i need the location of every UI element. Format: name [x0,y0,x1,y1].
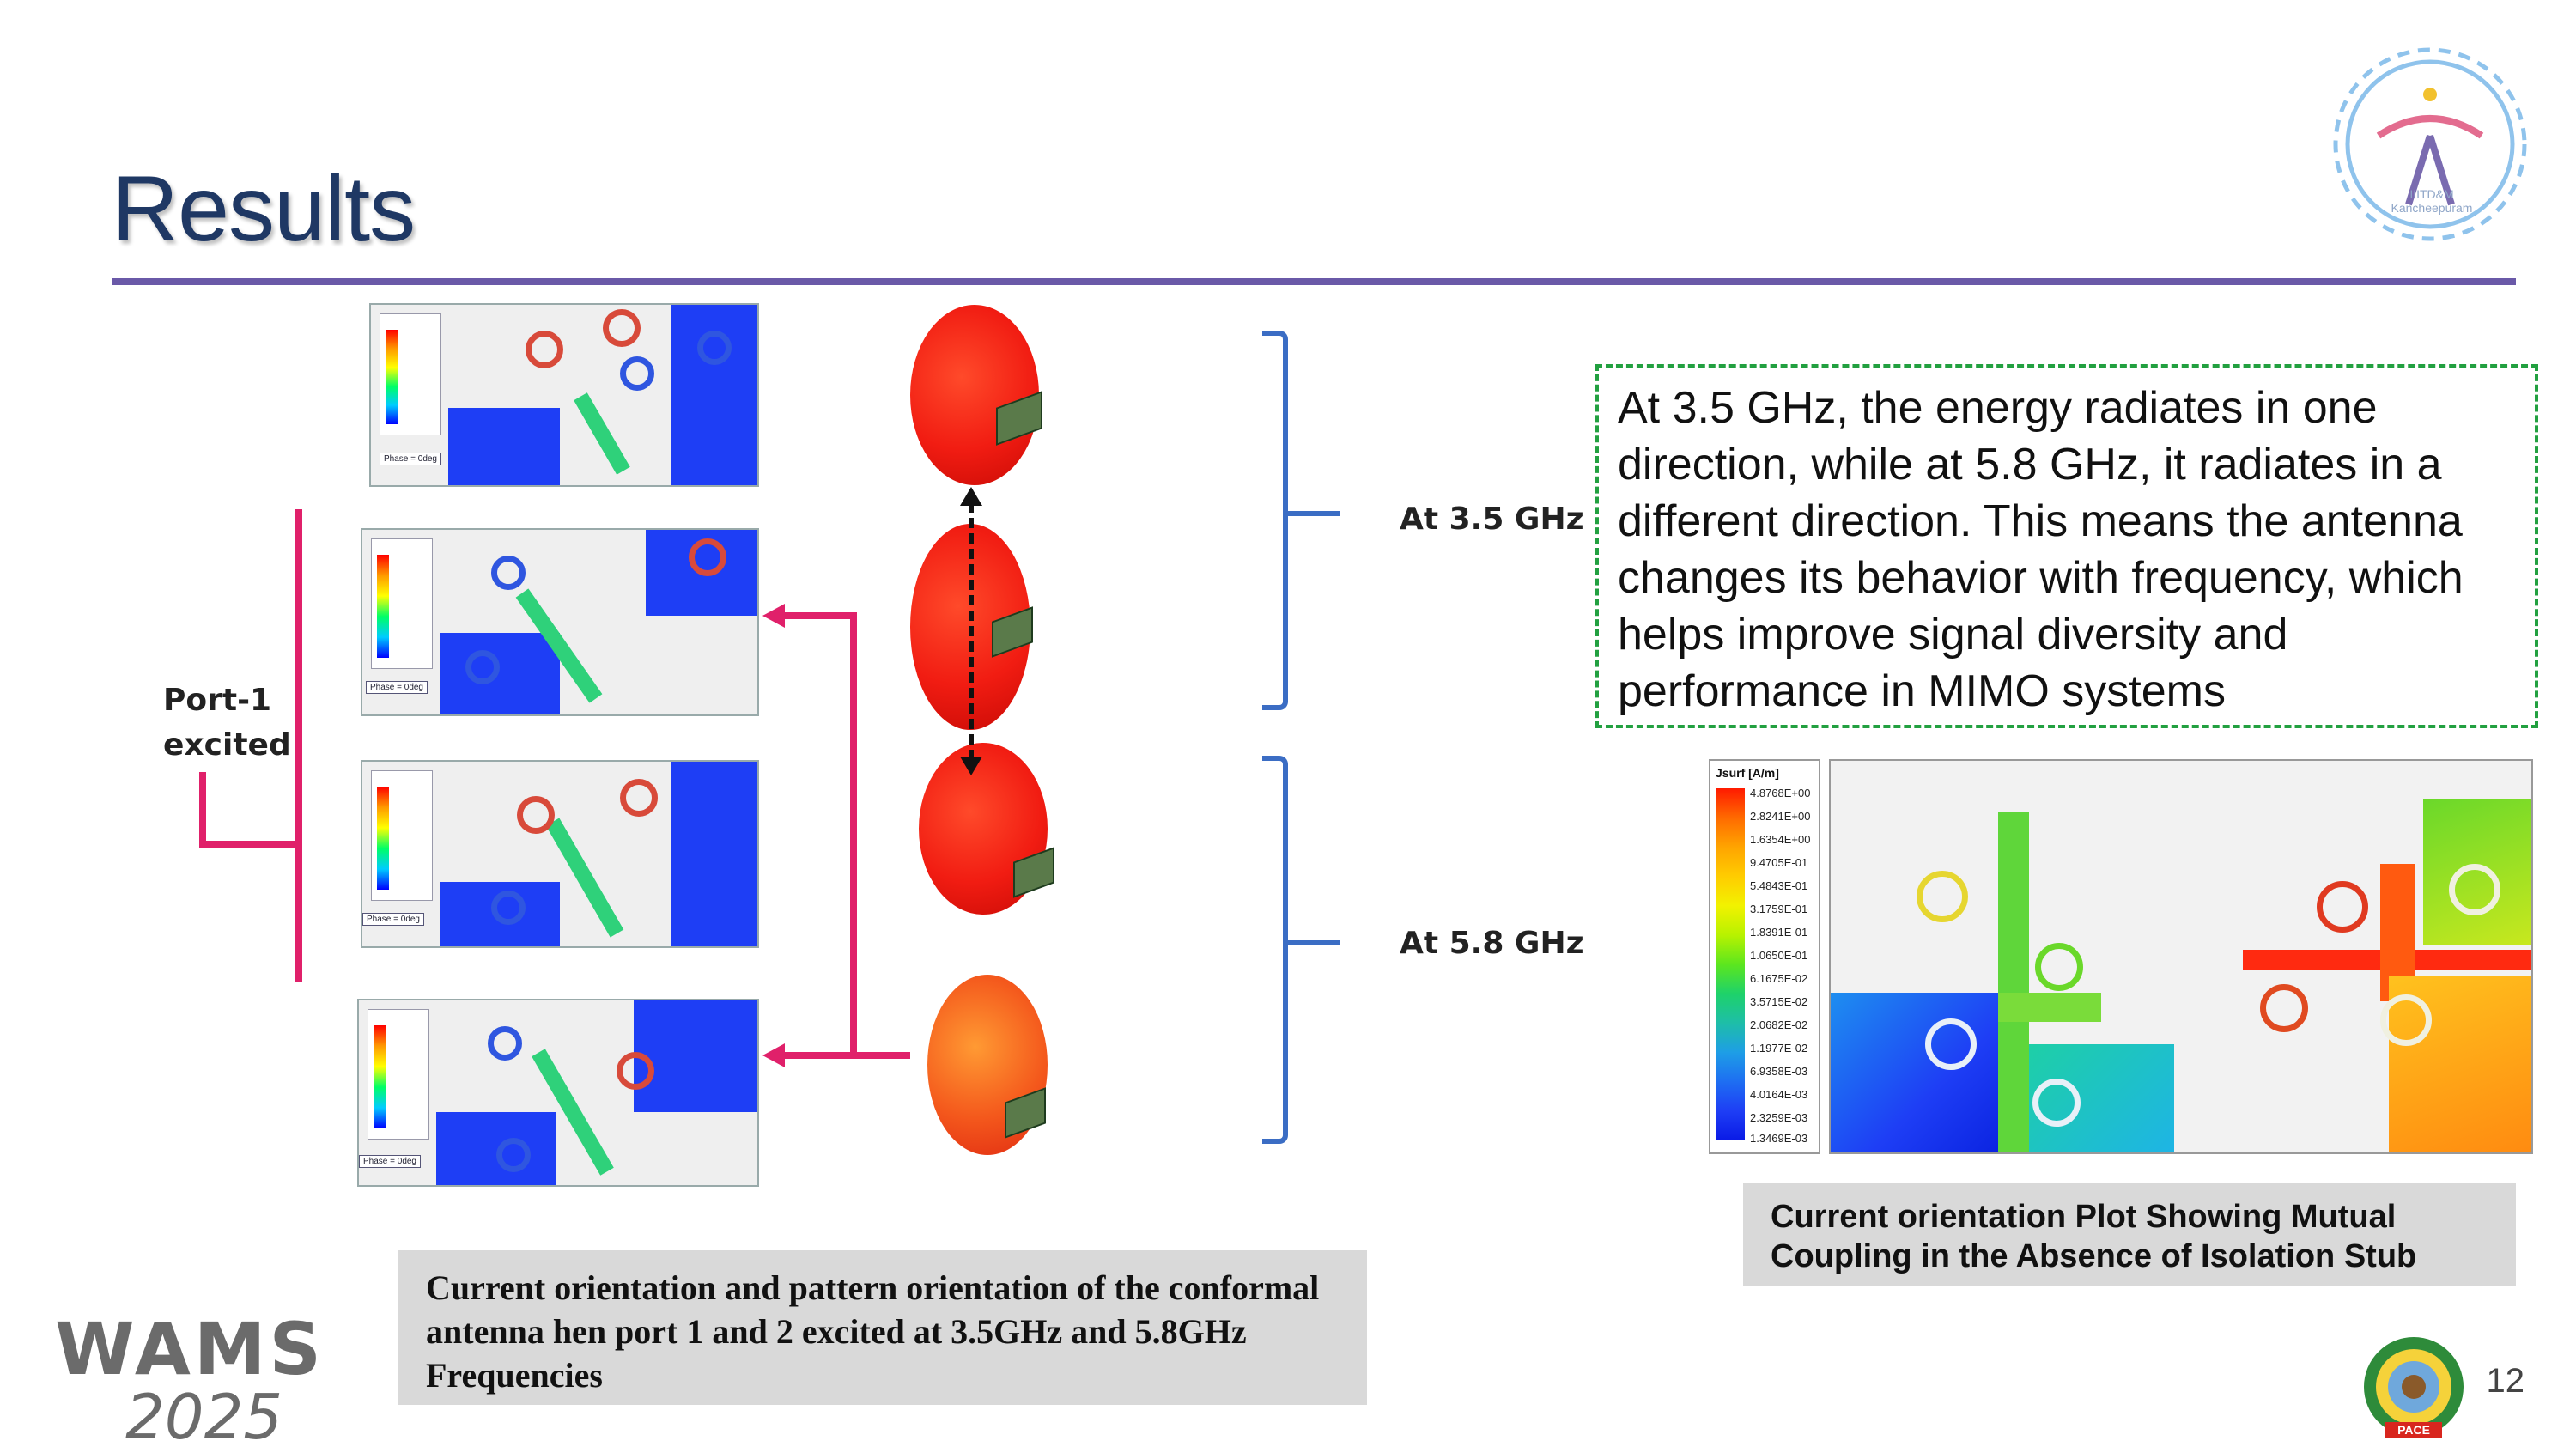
phase-label: Phase = 0deg [380,453,441,465]
legend-value: 3.5715E-02 [1750,995,1808,1008]
bracket-3-5ghz-tick [1288,511,1340,516]
legend-value: 6.1675E-02 [1750,972,1808,985]
institute-logo-text: IIITD&M Kancheepuram [2391,187,2473,215]
legend-title: Jsurf [A/m] [1716,766,1779,780]
institute-logo: IIITD&M Kancheepuram [2327,41,2533,247]
legend-value: 1.6354E+00 [1750,833,1811,846]
bracket-3-5ghz [1262,331,1288,710]
freq-label-5-8ghz: At 5.8 GHz [1400,926,1584,961]
radiation-pattern-1 [910,305,1039,485]
legend-value: 4.8768E+00 [1750,787,1811,799]
legend-value: 5.4843E-01 [1750,879,1808,892]
current-distribution-plot [1829,759,2533,1154]
page-number: 12 [2486,1362,2525,1400]
arrow-up-icon [960,487,982,506]
legend-colorbar [1716,788,1745,1140]
right-figure-caption: Current orientation Plot Showing Mutual … [1743,1183,2516,1286]
left-figure-caption: Current orientation and pattern orientat… [398,1250,1367,1405]
radiation-pattern-area [910,296,1340,1232]
legend-value: 1.3469E-03 [1750,1132,1808,1145]
gear-logo-icon [2333,47,2527,241]
current-field-plot-1: Phase = 0deg [369,303,759,487]
legend-value: 2.3259E-03 [1750,1111,1808,1124]
arrow-connector-bottom [781,1052,857,1059]
current-field-plot-2: Phase = 0deg [361,528,759,716]
arrow-connector-foot [850,1052,919,1059]
legend-value: 2.0682E-02 [1750,1018,1808,1031]
right-figure: Jsurf [A/m] 4.8768E+00 2.8241E+00 1.6354… [1709,759,2533,1154]
arrow-head-icon [762,604,785,628]
note-text: At 3.5 GHz, the energy radiates in one d… [1618,383,2464,716]
bracket-5-8ghz-tick [1288,940,1340,945]
seal-icon [2364,1337,2464,1438]
arrow-down-icon [960,757,982,775]
conference-logo: WAMS [55,1307,325,1391]
port-bracket-tick-h [199,841,302,848]
title-divider [112,278,2516,285]
phase-label: Phase = 0deg [362,913,424,926]
dashed-axis [969,502,974,760]
phase-label: Phase = 0deg [359,1155,421,1168]
arrow-connector-top [781,612,857,619]
current-field-plot-4: Phase = 0deg [357,999,759,1187]
note-box [1595,364,2538,728]
arrow-head-icon [762,1043,785,1067]
legend-value: 3.1759E-01 [1750,903,1808,915]
port-bracket-tick [199,772,206,848]
jsurf-legend: Jsurf [A/m] 4.8768E+00 2.8241E+00 1.6354… [1709,759,1820,1154]
arrow-connector [850,612,857,1059]
legend-value: 1.1977E-02 [1750,1042,1808,1055]
port-bracket [295,509,302,982]
port-label: Port-1 excited [163,683,291,763]
left-figure: Port-1 excited Phase = 0deg Phase = 0deg… [155,296,1357,1232]
legend-value: 9.4705E-01 [1750,856,1808,869]
legend-value: 1.0650E-01 [1750,949,1808,962]
freq-label-3-5ghz: At 3.5 GHz [1400,502,1584,537]
legend-value: 1.8391E-01 [1750,926,1808,939]
legend-value: 4.0164E-03 [1750,1088,1808,1101]
current-field-plot-3: Phase = 0deg [361,760,759,948]
pace-seal: PACE [2360,1333,2468,1441]
page-title: Results [112,156,416,260]
phase-label: Phase = 0deg [366,681,428,694]
bracket-5-8ghz [1262,756,1288,1144]
conference-year: 2025 [125,1381,283,1453]
legend-value: 2.8241E+00 [1750,810,1811,823]
seal-text: PACE [2397,1423,2430,1437]
legend-value: 6.9358E-03 [1750,1065,1808,1078]
